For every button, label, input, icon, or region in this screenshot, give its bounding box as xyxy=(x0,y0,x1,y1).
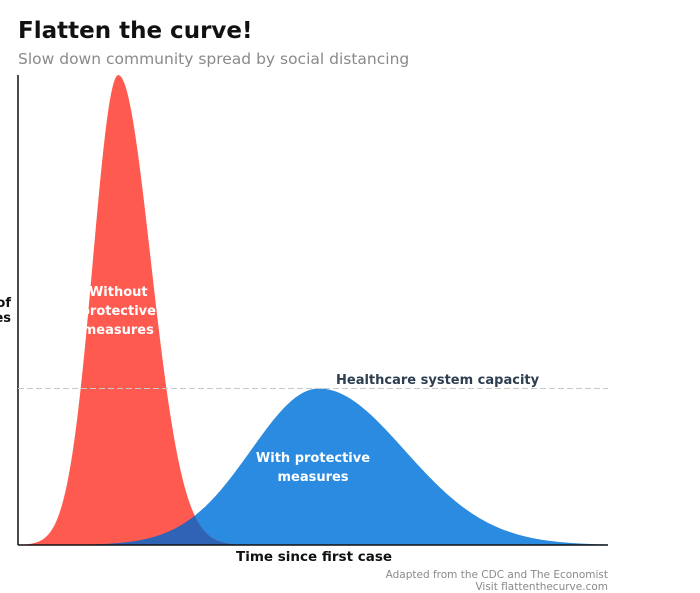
series-with-measures-area xyxy=(18,388,608,545)
series-label-line: Without xyxy=(89,285,148,300)
source-credit: Adapted from the CDC and The Economist V… xyxy=(386,569,608,593)
series-with-measures-label: With protective measures xyxy=(256,451,370,485)
chart-subtitle: Slow down community spread by social dis… xyxy=(18,50,410,68)
series-label-line: measures xyxy=(277,470,348,485)
credit-line-2: Visit flattenthecurve.com xyxy=(475,581,608,593)
chart-title: Flatten the curve! xyxy=(18,18,253,44)
x-axis-label: Time since first case xyxy=(236,549,393,565)
series-label-line: protective xyxy=(81,304,157,319)
series-without-measures-area xyxy=(18,75,608,545)
capacity-label: Healthcare system capacity xyxy=(336,373,540,388)
series-label-line: With protective xyxy=(256,451,370,466)
credit-line-1: Adapted from the CDC and The Economist xyxy=(385,569,608,581)
series-label-line: measures xyxy=(83,323,154,338)
series-without-measures-label: Without protective measures xyxy=(81,285,157,338)
y-axis-label: of es xyxy=(0,296,11,326)
